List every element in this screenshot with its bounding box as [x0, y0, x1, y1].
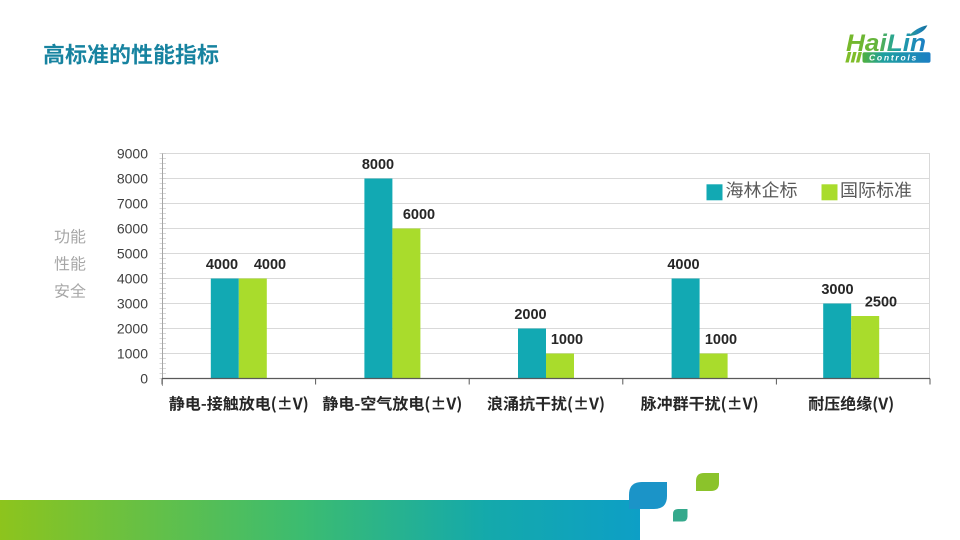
svg-text:8000: 8000	[362, 157, 394, 173]
svg-text:3000: 3000	[117, 296, 148, 312]
svg-text:4000: 4000	[206, 257, 238, 273]
svg-text:4000: 4000	[254, 257, 286, 273]
svg-text:2500: 2500	[865, 295, 897, 311]
svg-text:4000: 4000	[667, 257, 699, 273]
svg-text:2000: 2000	[117, 321, 148, 337]
svg-text:6000: 6000	[117, 221, 148, 237]
svg-text:1000: 1000	[551, 332, 583, 348]
svg-text:9000: 9000	[117, 146, 148, 162]
svg-text:7000: 7000	[117, 196, 148, 212]
svg-text:8000: 8000	[117, 171, 148, 187]
svg-text:0: 0	[140, 371, 148, 387]
svg-text:1000: 1000	[705, 332, 737, 348]
svg-text:3000: 3000	[821, 282, 853, 298]
svg-text:1000: 1000	[117, 346, 148, 362]
svg-text:6000: 6000	[403, 207, 435, 223]
svg-text:4000: 4000	[117, 271, 148, 287]
svg-text:5000: 5000	[117, 246, 148, 262]
svg-text:Controls: Controls	[869, 53, 918, 63]
svg-text:2000: 2000	[514, 307, 546, 323]
